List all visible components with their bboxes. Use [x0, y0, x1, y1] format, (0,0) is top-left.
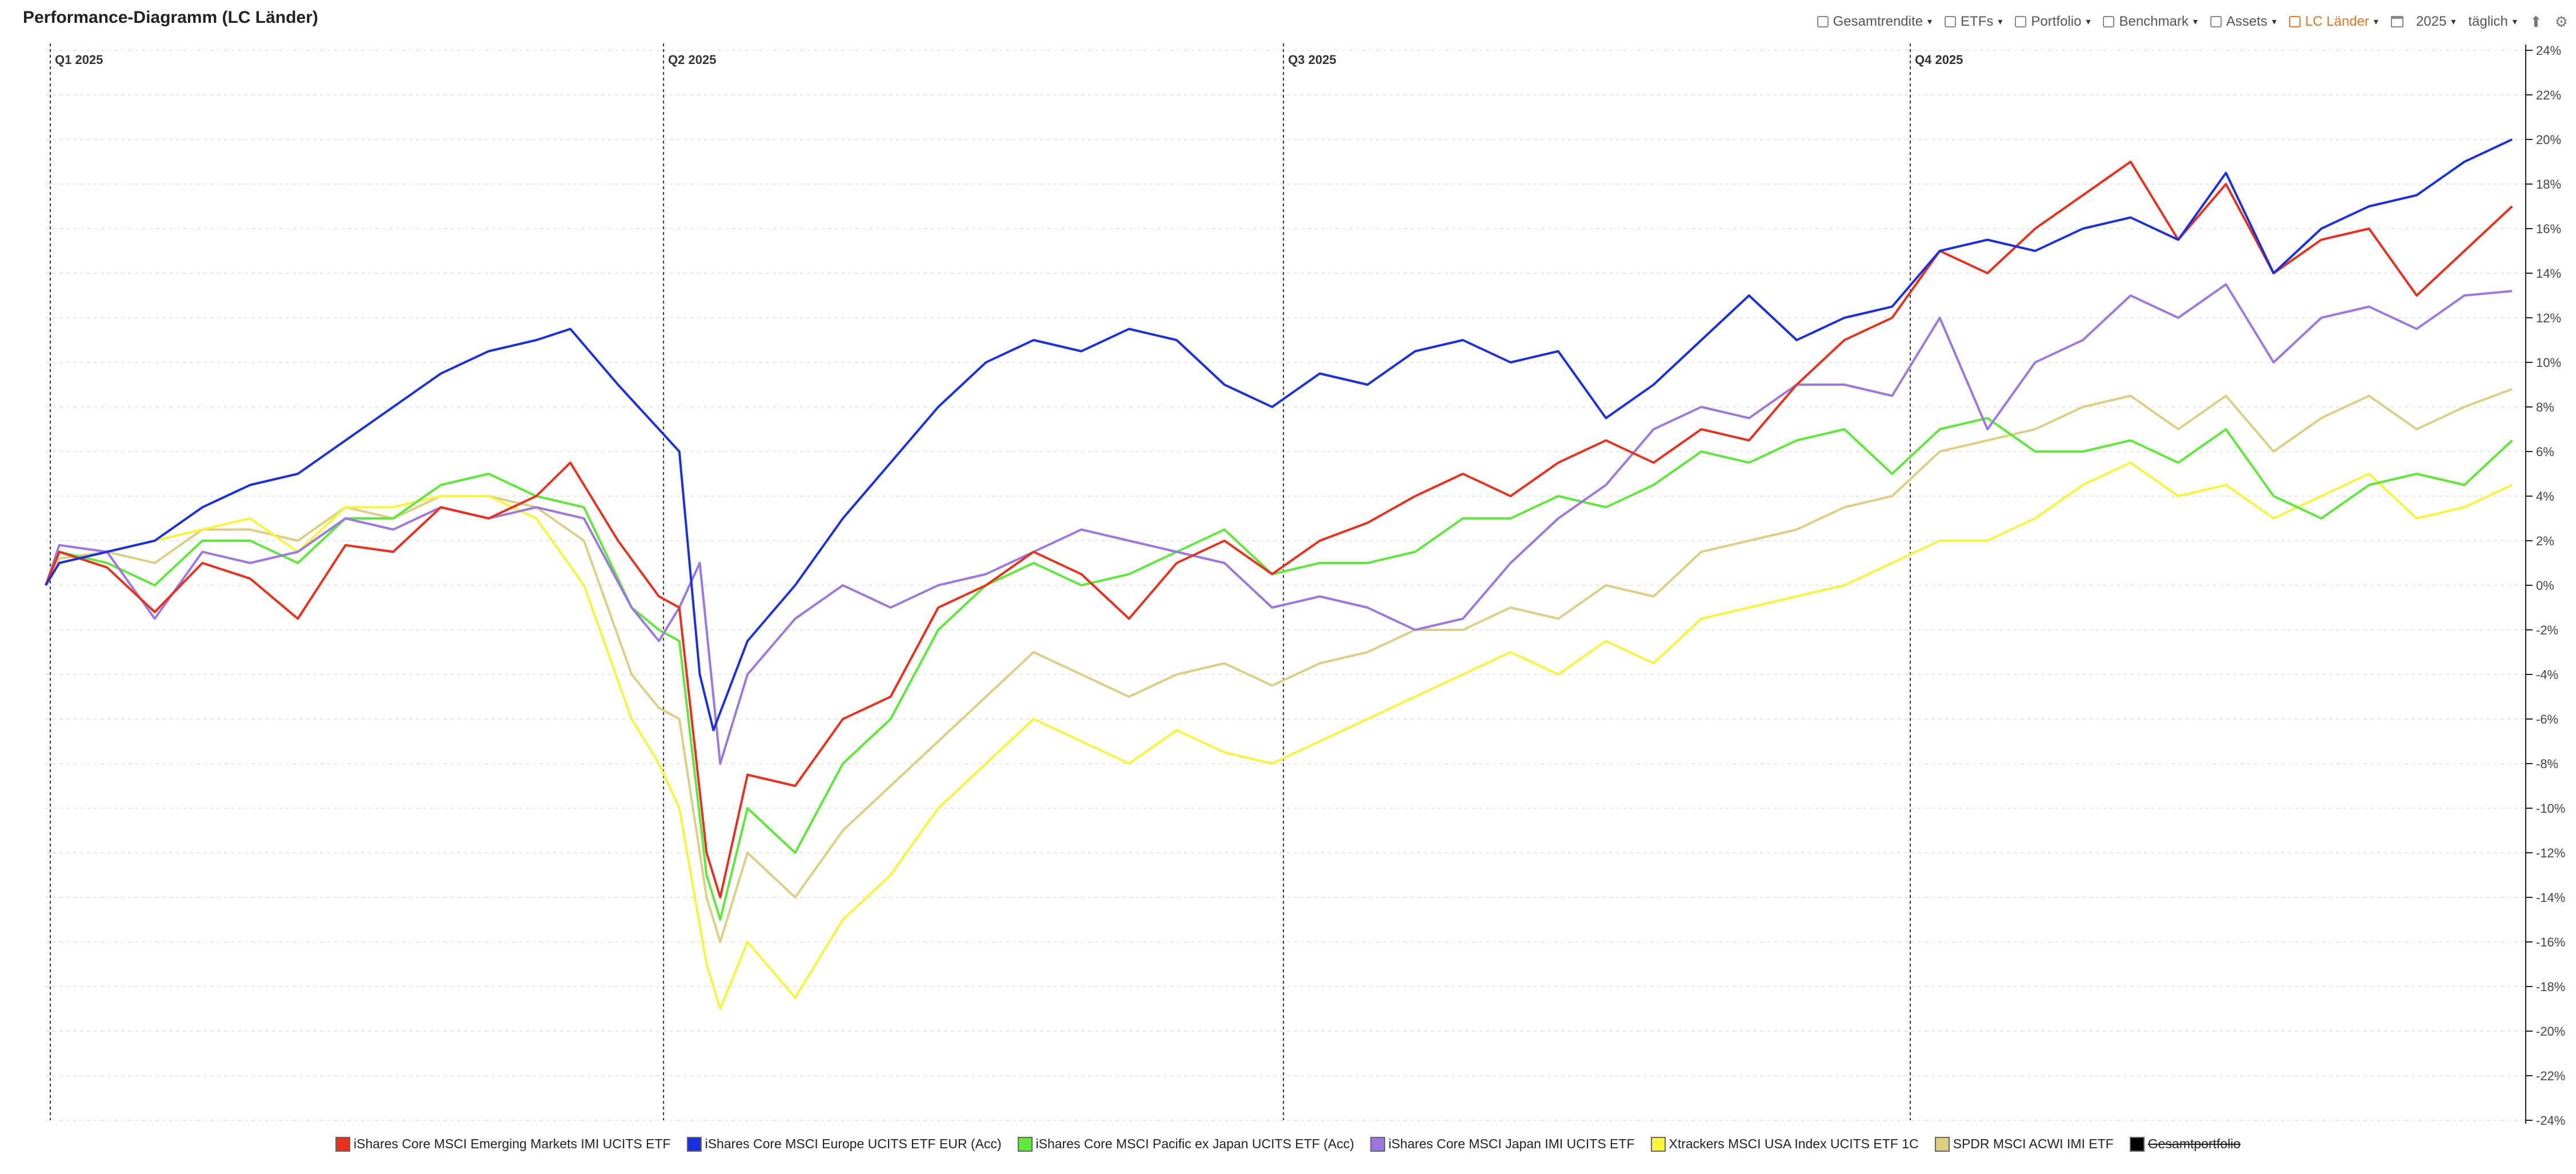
y-tick-label: 12% — [2536, 311, 2561, 325]
y-tick-label: 18% — [2536, 177, 2561, 191]
y-tick-label: -24% — [2536, 1113, 2565, 1128]
toolbar-lc-laender-label: LC Länder — [2305, 14, 2370, 29]
legend-label: Gesamtportfolio — [2147, 1136, 2241, 1151]
legend-swatch — [1934, 1136, 1950, 1152]
chevron-down-icon[interactable]: ▾ — [2271, 17, 2277, 27]
y-tick-label: -14% — [2536, 891, 2565, 905]
quarter-label: Q2 2025 — [668, 53, 716, 67]
legend-label: iShares Core MSCI Pacific ex Japan UCITS… — [1035, 1136, 1354, 1151]
checkbox-icon[interactable] — [2210, 16, 2222, 27]
toolbar-portfolio-toggle[interactable]: Portfolio ▾ — [2015, 14, 2090, 30]
checkbox-icon[interactable] — [2103, 16, 2115, 27]
legend-label: iShares Core MSCI Europe UCITS ETF EUR (… — [705, 1136, 1002, 1151]
toolbar-lc-laender-toggle[interactable]: LC Länder ▾ — [2289, 14, 2378, 30]
chevron-down-icon[interactable]: ▾ — [2374, 17, 2379, 27]
y-tick-label: -16% — [2536, 935, 2565, 949]
checkbox-icon[interactable] — [1945, 16, 1957, 27]
y-axis: -24% -22% -20% -18% -16% -14% -12% -10% -8% -6% -4… — [2525, 43, 2565, 1128]
y-tick-label: 22% — [2536, 88, 2561, 102]
legend-label: SPDR MSCI ACWI IMI ETF — [1953, 1136, 2114, 1151]
year-select[interactable]: 2025 ▾ — [2416, 14, 2455, 30]
chevron-down-icon[interactable]: ▾ — [2512, 17, 2517, 27]
y-tick-label: 8% — [2536, 400, 2554, 414]
quarter-markers: Q1 2025 Q2 2025 Q3 2025 Q4 2025 — [50, 43, 1963, 1120]
chevron-down-icon[interactable]: ▾ — [2451, 17, 2456, 27]
legend-item[interactable]: iShares Core MSCI Japan IMI UCITS ETF — [1370, 1136, 1635, 1152]
legend-item[interactable]: iShares Core MSCI Emerging Markets IMI U… — [335, 1136, 671, 1152]
y-tick-label: -10% — [2536, 801, 2565, 816]
legend-swatch — [2129, 1136, 2145, 1152]
y-tick-label: 0% — [2536, 578, 2554, 593]
toolbar-etfs-toggle[interactable]: ETFs ▾ — [1945, 14, 2002, 30]
y-tick-label: -8% — [2536, 757, 2558, 771]
y-tick-label: -20% — [2536, 1024, 2565, 1039]
toolbar-gesamtrendite-label: Gesamtrendite — [1833, 14, 1923, 29]
chart-toolbar: Gesamtrendite ▾ ETFs ▾ Portfolio ▾ Bench… — [1817, 10, 2568, 33]
legend-label: iShares Core MSCI Emerging Markets IMI U… — [353, 1136, 671, 1151]
checkbox-icon[interactable] — [2015, 16, 2027, 27]
legend-label: iShares Core MSCI Japan IMI UCITS ETF — [1388, 1136, 1635, 1151]
legend-swatch — [686, 1136, 702, 1152]
y-tick-label: 2% — [2536, 534, 2554, 548]
y-tick-label: 6% — [2536, 445, 2554, 459]
toolbar-portfolio-label: Portfolio — [2031, 14, 2082, 29]
toolbar-assets-label: Assets — [2226, 14, 2267, 29]
legend-item[interactable]: iShares Core MSCI Pacific ex Japan UCITS… — [1017, 1136, 1354, 1152]
export-icon[interactable]: ⬆ — [2529, 13, 2542, 30]
interval-select[interactable]: täglich ▾ — [2468, 14, 2517, 30]
y-tick-label: 16% — [2536, 222, 2561, 236]
y-tick-label: 24% — [2536, 43, 2561, 58]
year-select-value: 2025 — [2416, 14, 2447, 29]
chevron-down-icon[interactable]: ▾ — [1927, 17, 1933, 27]
y-tick-label: 20% — [2536, 133, 2561, 147]
series-line — [45, 417, 2513, 921]
legend-item[interactable]: iShares Core MSCI Europe UCITS ETF EUR (… — [686, 1136, 1002, 1152]
settings-gear-icon[interactable]: ⚙ — [2554, 13, 2568, 30]
y-tick-label: -12% — [2536, 846, 2565, 860]
y-tick-label: 10% — [2536, 356, 2561, 370]
chevron-down-icon[interactable]: ▾ — [1998, 17, 2003, 27]
y-tick-label: -22% — [2536, 1069, 2565, 1083]
series-line — [45, 161, 2513, 899]
toolbar-gesamtrendite-toggle[interactable]: Gesamtrendite ▾ — [1817, 14, 1932, 30]
checkbox-icon[interactable] — [2289, 16, 2301, 27]
quarter-label: Q4 2025 — [1915, 53, 1963, 67]
legend-item[interactable]: SPDR MSCI ACWI IMI ETF — [1934, 1136, 2114, 1152]
series-line — [45, 461, 2513, 1010]
chevron-down-icon[interactable]: ▾ — [2193, 17, 2198, 27]
legend-swatch — [1370, 1136, 1385, 1152]
y-tick-label: -4% — [2536, 668, 2558, 682]
legend-swatch — [1650, 1136, 1666, 1152]
gridlines — [46, 50, 2526, 1121]
toolbar-benchmark-toggle[interactable]: Benchmark ▾ — [2103, 14, 2198, 30]
quarter-label: Q3 2025 — [1288, 53, 1336, 67]
chevron-down-icon[interactable]: ▾ — [2086, 17, 2091, 27]
toolbar-etfs-label: ETFs — [1961, 14, 1994, 29]
y-tick-label: -6% — [2536, 712, 2558, 726]
quarter-label: Q1 2025 — [55, 53, 103, 67]
legend-item[interactable]: Gesamtportfolio — [2129, 1136, 2241, 1152]
checkbox-icon[interactable] — [1817, 16, 1829, 27]
toolbar-assets-toggle[interactable]: Assets ▾ — [2210, 14, 2277, 30]
calendar-icon[interactable] — [2391, 16, 2404, 27]
y-tick-label: -18% — [2536, 980, 2565, 994]
legend-swatch — [335, 1136, 350, 1152]
legend-label: Xtrackers MSCI USA Index UCITS ETF 1C — [1669, 1136, 1919, 1151]
series-line — [45, 283, 2513, 765]
legend-item[interactable]: Xtrackers MSCI USA Index UCITS ETF 1C — [1650, 1136, 1919, 1152]
toolbar-benchmark-label: Benchmark — [2119, 14, 2189, 29]
series-lines — [45, 138, 2513, 1010]
chart-title: Performance-Diagramm (LC Länder) — [23, 8, 318, 27]
y-tick-label: -2% — [2536, 623, 2558, 637]
y-tick-label: 4% — [2536, 489, 2554, 504]
interval-select-value: täglich — [2468, 14, 2508, 29]
legend-swatch — [1017, 1136, 1033, 1152]
chart-legend: iShares Core MSCI Emerging Markets IMI U… — [0, 1136, 2576, 1152]
series-line — [45, 138, 2513, 732]
y-tick-label: 14% — [2536, 266, 2561, 281]
performance-chart: Q1 2025 Q2 2025 Q3 2025 Q4 2025 -24% -22% -20… — [45, 43, 2565, 1128]
